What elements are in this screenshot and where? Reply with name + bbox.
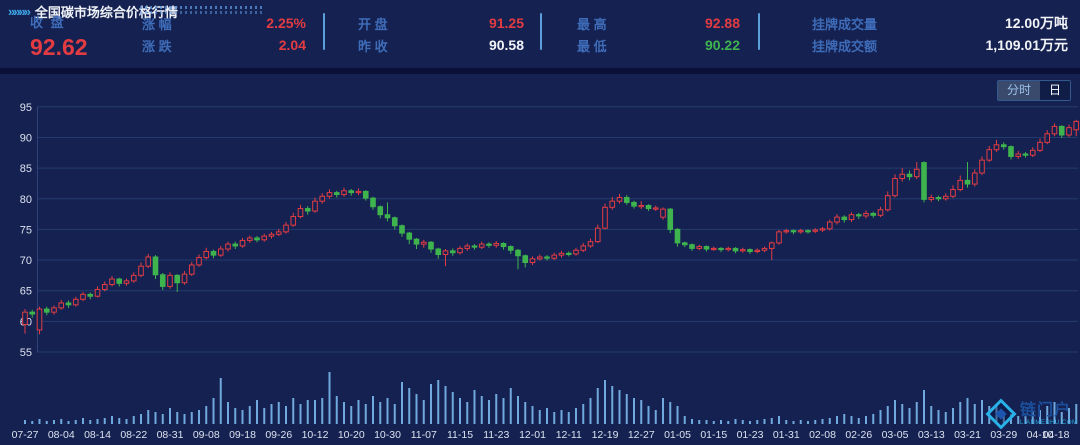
svg-text:09-08: 09-08 bbox=[193, 429, 220, 440]
svg-text:11-07: 11-07 bbox=[411, 429, 437, 440]
listed-volume-label: 挂牌成交量 bbox=[812, 16, 878, 32]
prev-close-value: 90.58 bbox=[488, 37, 524, 53]
svg-text:11-15: 11-15 bbox=[447, 429, 473, 440]
svg-text:75: 75 bbox=[20, 224, 32, 236]
chevrons-icon: »»»» bbox=[8, 3, 31, 19]
svg-text:08-22: 08-22 bbox=[120, 429, 147, 440]
listed-turnover-label: 挂牌成交额 bbox=[812, 38, 878, 54]
volume-turnover-group: 挂牌成交量 12.00万吨 挂牌成交额 1,109.01万元 bbox=[812, 12, 1068, 56]
open-label: 开 盘 bbox=[358, 16, 388, 32]
svg-text:11-23: 11-23 bbox=[483, 429, 509, 440]
svg-text:01-15: 01-15 bbox=[700, 429, 727, 440]
svg-text:01-31: 01-31 bbox=[773, 429, 800, 440]
svg-text:02-26: 02-26 bbox=[845, 429, 872, 440]
svg-text:01-23: 01-23 bbox=[737, 429, 764, 440]
open-prevclose-group: 开 盘 91.25 昨 收 90.58 bbox=[358, 12, 524, 56]
svg-text:10-12: 10-12 bbox=[302, 429, 329, 440]
candlestick-chart[interactable]: 55606570758085909507-2708-0408-1408-2208… bbox=[0, 74, 1080, 441]
svg-text:80: 80 bbox=[20, 194, 32, 206]
high-label: 最 高 bbox=[577, 16, 607, 32]
svg-text:55: 55 bbox=[20, 347, 32, 359]
prev-close-label: 昨 收 bbox=[358, 38, 388, 54]
close-value: 92.62 bbox=[30, 34, 88, 60]
change-pct-value: 2.25% bbox=[266, 15, 306, 31]
svg-text:03-13: 03-13 bbox=[918, 429, 945, 440]
svg-text:07-27: 07-27 bbox=[12, 429, 39, 440]
svg-text:03-05: 03-05 bbox=[882, 429, 909, 440]
svg-text:09-26: 09-26 bbox=[265, 429, 292, 440]
svg-text:04-18: 04-18 bbox=[1043, 429, 1070, 440]
svg-text:95: 95 bbox=[20, 102, 32, 114]
svg-text:10-30: 10-30 bbox=[374, 429, 401, 440]
change-label: 涨 跌 bbox=[142, 38, 172, 54]
svg-text:09-18: 09-18 bbox=[229, 429, 256, 440]
logo-name: 链门户 bbox=[1020, 401, 1072, 419]
svg-text:03-29: 03-29 bbox=[990, 429, 1017, 440]
listed-volume-value: 12.00万吨 bbox=[1004, 15, 1068, 31]
site-logo: 链门户 LIANMENHU.COM bbox=[985, 398, 1078, 430]
header-separator bbox=[323, 13, 325, 50]
svg-text:90: 90 bbox=[20, 132, 32, 144]
svg-text:08-04: 08-04 bbox=[48, 429, 75, 440]
diamond-logo-icon bbox=[985, 398, 1017, 430]
high-value: 92.88 bbox=[704, 15, 740, 31]
logo-domain: LIANMENHU.COM bbox=[1020, 419, 1078, 426]
change-group: 涨 幅 2.25% 涨 跌 2.04 bbox=[142, 12, 306, 56]
svg-text:10-20: 10-20 bbox=[338, 429, 365, 440]
svg-text:70: 70 bbox=[20, 255, 32, 267]
svg-text:03-21: 03-21 bbox=[954, 429, 981, 440]
svg-text:65: 65 bbox=[20, 286, 32, 298]
header-separator bbox=[758, 13, 760, 50]
close-label: 收 盘 bbox=[30, 15, 66, 30]
chart-period-tabs: 分时 日 bbox=[997, 80, 1072, 101]
low-label: 最 低 bbox=[577, 38, 607, 54]
svg-text:08-14: 08-14 bbox=[84, 429, 111, 440]
change-value: 2.04 bbox=[278, 37, 306, 53]
header-divider bbox=[0, 68, 1080, 74]
svg-text:12-01: 12-01 bbox=[519, 429, 546, 440]
tab-day[interactable]: 日 bbox=[1040, 81, 1071, 100]
svg-text:08-31: 08-31 bbox=[157, 429, 184, 440]
quote-header: »»»» 全国碳市场综合价格行情 收 盘 92.62 涨 幅 2.25% 涨 跌… bbox=[0, 0, 1080, 68]
svg-text:01-05: 01-05 bbox=[664, 429, 691, 440]
svg-text:04-10: 04-10 bbox=[1027, 429, 1054, 440]
tab-minute[interactable]: 分时 bbox=[998, 81, 1041, 100]
svg-text:85: 85 bbox=[20, 163, 32, 175]
header-separator bbox=[540, 13, 542, 50]
close-group: 收 盘 92.62 bbox=[30, 12, 88, 61]
dotted-decoration bbox=[140, 6, 262, 15]
svg-text:12-27: 12-27 bbox=[628, 429, 655, 440]
high-low-group: 最 高 92.88 最 低 90.22 bbox=[577, 12, 740, 56]
svg-text:12-11: 12-11 bbox=[556, 429, 582, 440]
candlestick-chart-svg[interactable]: 55606570758085909507-2708-0408-1408-2208… bbox=[0, 74, 1080, 441]
low-value: 90.22 bbox=[704, 37, 740, 53]
svg-text:02-08: 02-08 bbox=[809, 429, 836, 440]
open-value: 91.25 bbox=[488, 15, 524, 31]
svg-text:12-19: 12-19 bbox=[592, 429, 619, 440]
listed-turnover-value: 1,109.01万元 bbox=[985, 37, 1069, 53]
change-pct-label: 涨 幅 bbox=[142, 16, 172, 32]
